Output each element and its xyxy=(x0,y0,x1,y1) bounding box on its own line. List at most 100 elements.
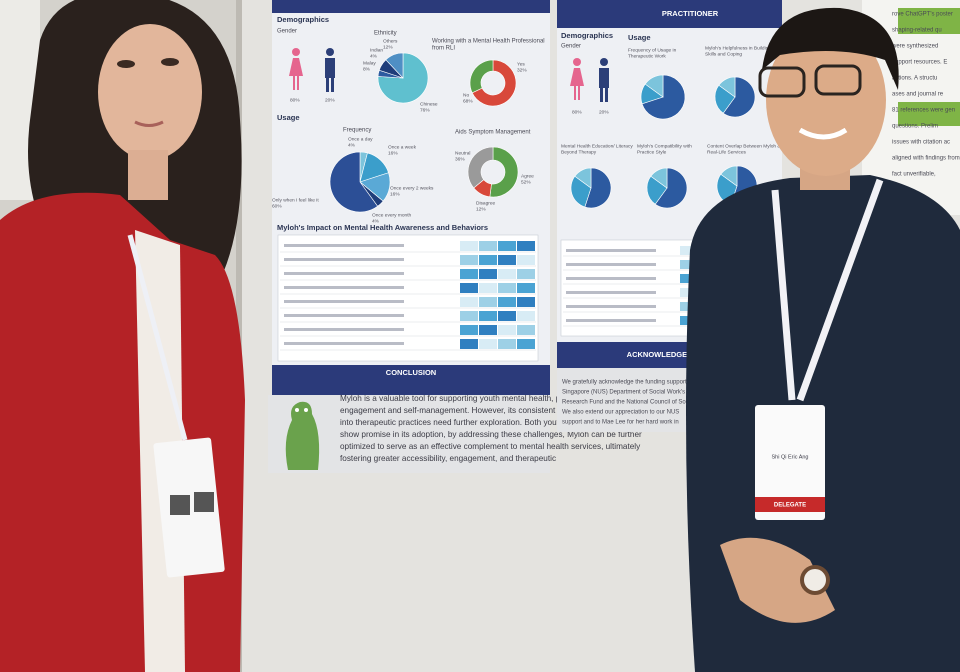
section-heading: Usage xyxy=(277,113,300,122)
conclusion-line: fostering greater accessibility, engagem… xyxy=(340,454,556,463)
conclusion-line: optimized to serve as an effective compl… xyxy=(340,442,641,451)
gender-icon-body xyxy=(289,58,303,90)
gender-icon-head xyxy=(573,58,581,66)
section-heading: Demographics xyxy=(277,15,329,24)
table-cell xyxy=(498,325,516,335)
dino-mascot xyxy=(285,401,320,470)
table-cell xyxy=(498,339,516,349)
badge-role: DELEGATE xyxy=(774,503,806,509)
chart-title: Frequency of Usage in xyxy=(628,47,677,53)
table-cell xyxy=(680,260,698,269)
table-row-label xyxy=(284,244,404,247)
slice-value: 12% xyxy=(383,44,393,50)
table-cell xyxy=(460,283,478,293)
pie-slice xyxy=(720,165,738,187)
chart-title: Mental Health Education/ Literacy xyxy=(561,143,633,149)
table-cell xyxy=(498,311,516,321)
chart-title: Gender xyxy=(561,44,581,50)
neighbour-line: aligned with findings from xyxy=(892,156,960,162)
table-row-label xyxy=(566,305,656,308)
slice-value: 4% xyxy=(370,53,378,59)
table-cell xyxy=(460,269,478,279)
pie-slice xyxy=(714,84,736,114)
table-cell xyxy=(460,297,478,307)
slice-value: 16% xyxy=(390,191,400,197)
pie-slice xyxy=(489,146,519,198)
chart-title: Frequency xyxy=(343,128,371,134)
slice-label: Once a day xyxy=(348,136,373,142)
eye xyxy=(117,60,135,68)
neighbour-line: shaping-related qu xyxy=(892,28,942,34)
table-cell xyxy=(517,339,535,349)
table-cell xyxy=(479,311,497,321)
conclusion-line: show promise in its adoption, by address… xyxy=(340,430,642,439)
chart-title: Aids Symptom Management xyxy=(455,130,531,136)
table-cell xyxy=(498,269,516,279)
gender-value: 80% xyxy=(290,97,300,103)
slice-label: No xyxy=(463,92,469,98)
slice-label: Neutral xyxy=(455,150,470,156)
table-cell xyxy=(460,241,478,251)
chart-title: Beyond Therapy xyxy=(561,149,597,155)
table-cell xyxy=(517,325,535,335)
pie-slice xyxy=(377,52,429,104)
pie-slice xyxy=(471,59,517,107)
qr-code xyxy=(194,492,214,512)
gender-value: 20% xyxy=(325,97,335,103)
youth-panel: Demographics Gender 80% 20% Ethnicity Chinese… xyxy=(268,0,642,473)
chart-title: Gender xyxy=(277,29,297,35)
gender-icon-body xyxy=(570,68,584,100)
chart-title: from RLI xyxy=(432,46,455,52)
section-heading: Myloh's Impact on Mental Health Awarenes… xyxy=(277,223,488,232)
slice-label: Others xyxy=(383,38,398,44)
slice-value: 32% xyxy=(517,67,527,73)
slice-value: 4% xyxy=(372,218,380,224)
table-cell xyxy=(517,255,535,265)
glasses xyxy=(758,66,806,98)
conclusion-header xyxy=(272,365,550,395)
chart-title: Content Overlap Between Myloh & xyxy=(707,143,781,149)
table-cell xyxy=(479,297,497,307)
hands xyxy=(720,537,835,623)
table-row-label xyxy=(284,272,404,275)
gender-icon-body xyxy=(599,68,609,102)
slice-label: Chinese xyxy=(420,101,438,107)
slice-value: 12% xyxy=(476,206,486,212)
slice-value: 52% xyxy=(521,179,531,185)
slice-label: Once a week xyxy=(388,144,417,150)
conclusion-heading: CONCLUSION xyxy=(386,368,436,377)
chart-title: Therapeutic Work xyxy=(628,53,666,59)
table-cell xyxy=(479,325,497,335)
lanyard xyxy=(127,234,188,441)
neighbour-line: ases and journal re xyxy=(892,92,944,98)
section-heading: Usage xyxy=(628,33,651,42)
badge xyxy=(755,405,825,520)
panel-heading: PRACTITIONER xyxy=(662,9,719,18)
pie-slice xyxy=(469,59,494,94)
ack-heading: ACKNOWLEDGEMENTS xyxy=(627,350,714,359)
chart-title: Real-Life Services xyxy=(707,149,747,155)
neighbour-line: support resources. E xyxy=(892,60,947,66)
smile xyxy=(798,127,848,140)
chart-title: Working with a Mental Health Professiona… xyxy=(432,39,545,45)
slice-label: Once every 2 weeks xyxy=(390,185,434,191)
table-cell xyxy=(479,339,497,349)
table-row-label xyxy=(566,249,656,252)
panel-header xyxy=(557,0,782,28)
watch xyxy=(800,565,830,595)
ack-line: support and to Mae Lee for her hard work… xyxy=(562,420,679,426)
gender-value: 20% xyxy=(599,109,609,115)
pie-slice xyxy=(644,74,664,98)
table-row-label xyxy=(566,291,656,294)
slice-label: Once every month xyxy=(372,212,412,218)
chart-title: Skills and Coping xyxy=(705,51,742,57)
neighbour-line: questions. Prelim xyxy=(892,124,938,130)
dino-eye xyxy=(304,408,308,412)
pie-slice xyxy=(570,175,592,208)
glasses xyxy=(814,64,862,96)
hair xyxy=(762,7,899,90)
pie-slice xyxy=(584,167,612,209)
table-row-label xyxy=(284,300,404,303)
table-cell xyxy=(479,255,497,265)
